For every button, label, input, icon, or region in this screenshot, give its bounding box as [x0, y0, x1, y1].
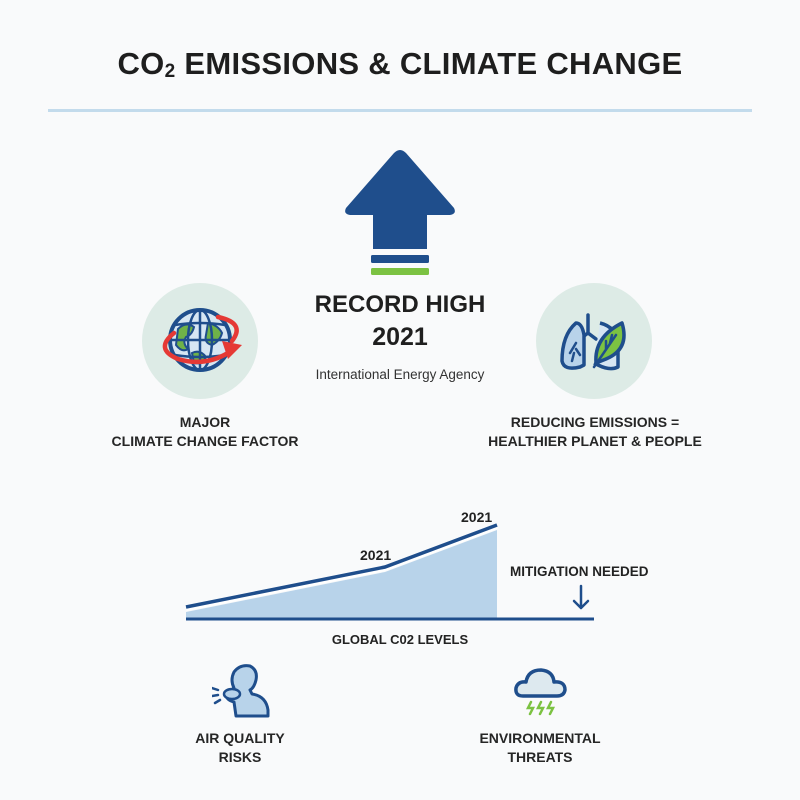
chart-line — [185, 523, 498, 609]
up-arrow-icon — [340, 146, 460, 276]
record-year: 2021 — [372, 323, 428, 351]
co2-chart — [0, 500, 800, 630]
risk-caption-line2: RISKS — [218, 749, 262, 765]
source-label: International Energy Agency — [315, 367, 485, 382]
feature-caption-line1: MAJOR — [179, 414, 231, 430]
record-high-label: RECORD HIGH — [314, 291, 486, 318]
risk-caption-line1: ENVIRONMENTAL — [479, 730, 601, 746]
feature-caption-line2: CLIMATE CHANGE FACTOR — [111, 433, 299, 449]
risk-caption-line1: AIR QUALITY — [195, 730, 285, 746]
lungs-leaf-icon — [560, 313, 626, 371]
person-coughing-icon — [212, 660, 274, 720]
chart-label-end: 2021 — [461, 509, 493, 525]
risk-caption-line2: THREATS — [507, 749, 573, 765]
chart-axis-label: GLOBAL C02 LEVELS — [331, 632, 469, 647]
chart-label-mid: 2021 — [360, 547, 392, 563]
chart-area — [186, 530, 497, 619]
risk-caption-environment: ENVIRONMENTAL THREATS — [460, 729, 620, 767]
feature-caption-line2: HEALTHIER PLANET & PEOPLE — [488, 433, 702, 449]
title-rest: EMISSIONS & CLIMATE CHANGE — [175, 46, 683, 81]
title-subscript: 2 — [164, 61, 176, 82]
globe-with-arrow-icon — [162, 308, 242, 372]
title-co: CO — [117, 46, 165, 81]
globe-badge — [142, 283, 258, 399]
storm-cloud-icon — [513, 664, 569, 720]
down-arrow-icon — [572, 584, 590, 610]
lungs-badge — [536, 283, 652, 399]
feature-caption-health: REDUCING EMISSIONS = HEALTHIER PLANET & … — [440, 413, 750, 451]
page-title: CO2 EMISSIONS & CLIMATE CHANGE — [0, 46, 800, 82]
feature-caption-line1: REDUCING EMISSIONS = — [510, 414, 680, 430]
risk-caption-air: AIR QUALITY RISKS — [160, 729, 320, 767]
feature-caption-climate: MAJOR CLIMATE CHANGE FACTOR — [60, 413, 350, 451]
title-divider — [48, 109, 752, 112]
mitigation-label: MITIGATION NEEDED — [510, 564, 649, 579]
